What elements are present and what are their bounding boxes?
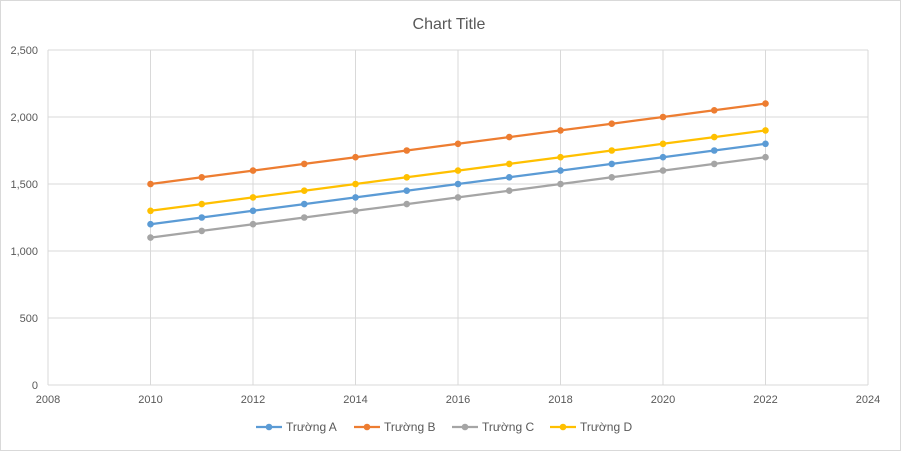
legend-marker (363, 423, 371, 431)
y-tick-label: 2,500 (10, 45, 38, 57)
y-tick-label: 500 (20, 313, 38, 325)
data-point (608, 120, 616, 127)
data-point (249, 167, 257, 174)
data-point (710, 133, 718, 141)
data-point (147, 234, 154, 241)
y-tick-label: 0 (32, 380, 38, 392)
x-tick-label: 2016 (446, 394, 470, 406)
data-point (454, 167, 462, 174)
data-point (762, 100, 769, 107)
legend-marker (559, 423, 567, 431)
data-point (557, 180, 564, 188)
data-point (710, 147, 718, 154)
series-group (147, 100, 769, 188)
series-group (147, 140, 769, 228)
gridlines (47, 49, 869, 386)
x-tick-label: 2012 (241, 394, 265, 406)
data-point (762, 127, 769, 134)
data-point (147, 207, 154, 215)
data-point (198, 214, 206, 221)
legend-item[interactable]: Trường C (452, 420, 534, 434)
data-point (249, 220, 257, 228)
data-point (505, 187, 513, 194)
data-point (608, 160, 616, 168)
data-point (300, 200, 308, 208)
x-tick-label: 2014 (343, 394, 367, 406)
data-point (403, 187, 411, 194)
data-point (352, 207, 359, 215)
series-lines (147, 100, 769, 241)
data-point (249, 194, 257, 201)
legend-item[interactable]: Trường B (354, 420, 435, 434)
legend-label: Trường D (580, 420, 632, 434)
data-point (403, 200, 411, 208)
data-point (403, 174, 411, 181)
data-point (557, 167, 564, 174)
data-point (454, 180, 462, 188)
data-point (762, 140, 769, 148)
series-group (147, 127, 769, 215)
data-point (147, 220, 154, 228)
legend-label: Trường C (482, 420, 534, 434)
x-tick-label: 2022 (753, 394, 777, 406)
x-tick-label: 2018 (548, 394, 572, 406)
data-point (147, 180, 154, 188)
x-tick-label: 2024 (856, 394, 880, 406)
data-point (454, 140, 462, 148)
data-point (249, 207, 257, 215)
data-point (659, 140, 667, 148)
data-point (608, 174, 616, 181)
x-tick-label: 2008 (36, 394, 60, 406)
tick-labels: 0 500 1,000 1,500 2,000 2,500 2008 2010 2012 2014… (10, 45, 880, 406)
data-point (198, 227, 206, 235)
legend-label: Trường A (286, 420, 337, 434)
y-tick-label: 1,500 (10, 179, 38, 191)
data-point (710, 107, 718, 114)
series-group (147, 153, 769, 241)
legend: Trường A Trường B Trường C Trường D (256, 420, 632, 434)
data-point (710, 160, 718, 168)
data-point (557, 153, 564, 161)
data-point (300, 214, 308, 221)
legend-marker (265, 423, 273, 431)
data-point (198, 174, 206, 181)
data-point (505, 174, 513, 181)
chart-title: Chart Title (413, 16, 486, 33)
data-point (505, 133, 513, 141)
data-point (352, 194, 359, 201)
data-point (352, 153, 359, 161)
legend-marker (461, 423, 469, 431)
data-point (300, 187, 308, 194)
data-point (659, 167, 667, 174)
data-point (454, 194, 462, 201)
data-point (608, 147, 616, 154)
legend-item[interactable]: Trường A (256, 420, 337, 434)
data-point (762, 153, 769, 161)
data-point (557, 127, 564, 134)
x-tick-label: 2020 (651, 394, 675, 406)
data-point (300, 160, 308, 168)
y-tick-label: 2,000 (10, 112, 38, 124)
legend-label: Trường B (384, 420, 435, 434)
x-tick-label: 2010 (138, 394, 162, 406)
data-point (403, 147, 411, 154)
data-point (659, 153, 667, 161)
legend-item[interactable]: Trường D (550, 420, 632, 434)
y-tick-label: 1,000 (10, 246, 38, 258)
data-point (352, 180, 359, 188)
data-point (198, 200, 206, 208)
data-point (505, 160, 513, 168)
data-point (659, 113, 667, 121)
